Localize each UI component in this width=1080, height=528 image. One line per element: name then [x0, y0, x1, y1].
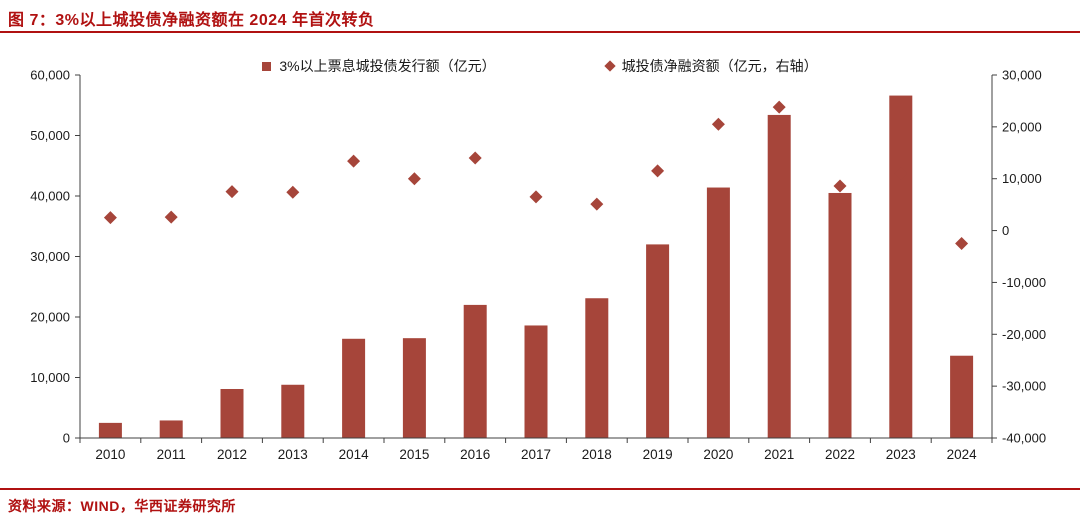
top-divider	[0, 31, 1080, 33]
marker-2017	[529, 190, 543, 204]
bar-2013	[281, 384, 305, 438]
marker-2012	[225, 185, 239, 199]
x-axis-label: 2016	[460, 447, 490, 462]
page-title: 图 7：3%以上城投债净融资额在 2024 年首次转负	[8, 12, 375, 29]
left-axis-label: 30,000	[30, 249, 70, 264]
left-axis-label: 40,000	[30, 189, 70, 204]
marker-2020	[711, 117, 725, 131]
right-axis-label: -10,000	[1002, 275, 1046, 290]
bar-2015	[402, 338, 426, 438]
chart-legend: 3%以上票息城投债发行额（亿元） 城投债净融资额（亿元，右轴）	[0, 56, 1080, 76]
x-axis-label: 2022	[825, 447, 855, 462]
marker-2023	[894, 167, 908, 181]
left-axis-label: 0	[63, 431, 70, 446]
right-axis-label: -40,000	[1002, 431, 1046, 446]
bar-2021	[767, 114, 791, 439]
x-axis-label: 2021	[764, 447, 794, 462]
legend-item-issuance: 3%以上票息城投债发行额（亿元）	[262, 56, 496, 76]
marker-2019	[651, 164, 665, 178]
left-axis-label: 60,000	[30, 68, 70, 83]
right-axis-label: -30,000	[1002, 379, 1046, 394]
source-note: 资料来源：WIND，华西证券研究所	[8, 498, 236, 514]
bar-2011	[159, 420, 183, 438]
bar-2024	[950, 355, 974, 438]
bar-2017	[524, 325, 548, 438]
x-axis-label: 2024	[947, 447, 978, 462]
right-axis-label: -20,000	[1002, 327, 1046, 342]
marker-2014	[347, 154, 361, 168]
marker-2022	[833, 179, 847, 193]
bar-2014	[342, 338, 366, 438]
marker-2011	[164, 210, 178, 224]
legend-item-net-financing: 城投债净融资额（亿元，右轴）	[603, 56, 818, 76]
marker-2024	[955, 237, 969, 251]
x-axis-label: 2018	[582, 447, 612, 462]
marker-2010	[103, 211, 117, 225]
bar-2010	[98, 422, 122, 438]
bar-2012	[220, 388, 244, 438]
left-axis-label: 20,000	[30, 310, 70, 325]
bar-2022	[828, 192, 852, 438]
x-axis-label: 2010	[95, 447, 125, 462]
left-axis-label: 10,000	[30, 370, 70, 385]
left-axis-label: 50,000	[30, 128, 70, 143]
right-axis-label: 0	[1002, 223, 1009, 238]
x-axis-label: 2017	[521, 447, 551, 462]
bar-series-swatch-icon	[262, 61, 272, 71]
legend-label-net-financing: 城投债净融资额（亿元，右轴）	[621, 58, 818, 74]
x-axis-label: 2015	[399, 447, 429, 462]
right-axis-label: 20,000	[1002, 119, 1042, 134]
bar-2016	[463, 304, 487, 438]
bar-2018	[585, 298, 609, 438]
x-axis-label: 2019	[643, 447, 673, 462]
bar-2019	[646, 244, 670, 438]
bar-2023	[889, 95, 913, 438]
marker-2016	[468, 151, 482, 165]
x-axis-label: 2023	[886, 447, 916, 462]
marker-2021	[772, 100, 786, 114]
x-axis-label: 2011	[157, 447, 186, 462]
x-axis-label: 2014	[339, 447, 370, 462]
x-axis-label: 2012	[217, 447, 247, 462]
marker-2018	[590, 197, 604, 211]
x-axis-label: 2013	[278, 447, 308, 462]
right-axis-label: 30,000	[1002, 68, 1042, 83]
marker-2013	[286, 185, 300, 199]
right-axis-label: 10,000	[1002, 171, 1042, 186]
bottom-divider	[0, 488, 1080, 490]
marker-2015	[407, 172, 421, 186]
x-axis-label: 2020	[703, 447, 733, 462]
legend-label-issuance: 3%以上票息城投债发行额（亿元）	[279, 58, 496, 74]
bar-2020	[706, 187, 730, 438]
